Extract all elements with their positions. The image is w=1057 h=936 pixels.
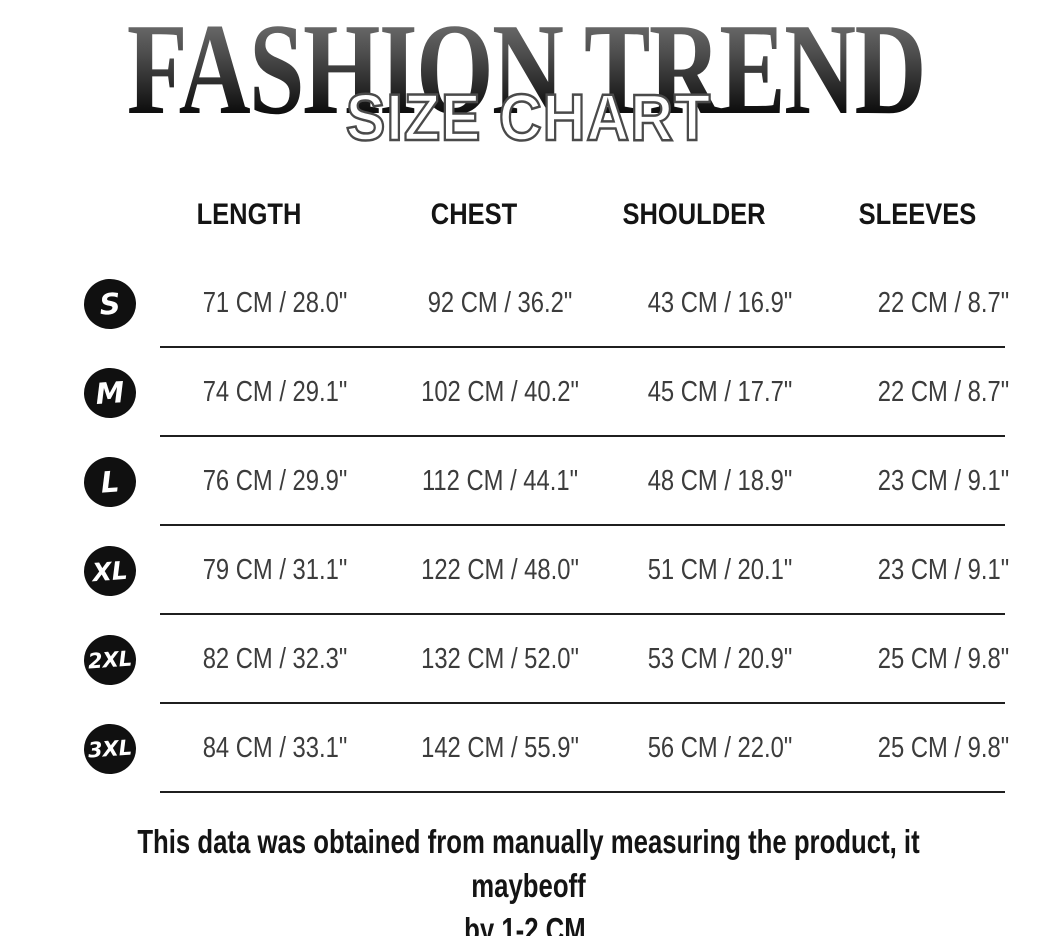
table-row-2xl: 2XL 82 CM / 32.3" 132 CM / 52.0" 53 CM /… — [0, 615, 1057, 704]
chest-value: 102 CM / 40.2" — [421, 376, 579, 408]
column-header-chest: CHEST — [430, 197, 518, 231]
length-value: 82 CM / 32.3" — [202, 643, 348, 675]
shoulder-value: 51 CM / 20.1" — [647, 554, 793, 586]
size-badge: S — [82, 276, 138, 331]
size-chart-subtitle: SIZE CHART — [345, 80, 712, 154]
shoulder-value: 56 CM / 22.0" — [647, 732, 793, 764]
table-row-3xl: 3XL 84 CM / 33.1" 142 CM / 55.9" 56 CM /… — [0, 704, 1057, 793]
sleeves-value: 25 CM / 9.8" — [877, 732, 1010, 764]
size-badge: XL — [82, 543, 138, 598]
column-header-sleeves: SLEEVES — [858, 197, 977, 231]
length-value: 79 CM / 31.1" — [202, 554, 348, 586]
column-header-shoulder: SHOULDER — [622, 197, 766, 231]
table-row-s: S 71 CM / 28.0" 92 CM / 36.2" 43 CM / 16… — [0, 259, 1057, 348]
table-row-xl: XL 79 CM / 31.1" 122 CM / 48.0" 51 CM / … — [0, 526, 1057, 615]
size-badge-cell: S — [0, 276, 160, 331]
size-badge-cell: 3XL — [0, 721, 160, 776]
sleeves-value: 22 CM / 8.7" — [877, 287, 1010, 319]
shoulder-value: 53 CM / 20.9" — [647, 643, 793, 675]
sleeves-value: 25 CM / 9.8" — [877, 643, 1010, 675]
size-badge-cell: XL — [0, 543, 160, 598]
shoulder-value: 45 CM / 17.7" — [647, 376, 793, 408]
chest-value: 142 CM / 55.9" — [421, 732, 579, 764]
size-badge: 3XL — [82, 721, 138, 776]
size-badge-cell: L — [0, 454, 160, 509]
brand-title: FASHION TRENDS — [126, 0, 980, 142]
table-row-m: M 74 CM / 29.1" 102 CM / 40.2" 45 CM / 1… — [0, 348, 1057, 437]
chest-value: 122 CM / 48.0" — [421, 554, 579, 586]
length-value: 76 CM / 29.9" — [202, 465, 348, 497]
sleeves-value: 23 CM / 9.1" — [877, 554, 1010, 586]
shoulder-value: 43 CM / 16.9" — [647, 287, 793, 319]
disclaimer-line-2: by 1-2 CM. — [464, 911, 593, 936]
length-value: 84 CM / 33.1" — [202, 732, 348, 764]
measurement-disclaimer: This data was obtained from manually mea… — [116, 820, 940, 936]
table-row-l: L 76 CM / 29.9" 112 CM / 44.1" 48 CM / 1… — [0, 437, 1057, 526]
size-badge: L — [82, 454, 138, 509]
size-badge: 2XL — [82, 632, 138, 687]
length-value: 71 CM / 28.0" — [202, 287, 348, 319]
column-header-length: LENGTH — [196, 197, 302, 231]
sleeves-value: 22 CM / 8.7" — [877, 376, 1010, 408]
length-value: 74 CM / 29.1" — [202, 376, 348, 408]
disclaimer-line-1: This data was obtained from manually mea… — [137, 823, 920, 904]
chest-value: 132 CM / 52.0" — [421, 643, 579, 675]
chest-value: 92 CM / 36.2" — [427, 287, 573, 319]
shoulder-value: 48 CM / 18.9" — [647, 465, 793, 497]
sleeves-value: 23 CM / 9.1" — [877, 465, 1010, 497]
size-badge: M — [82, 365, 138, 420]
chest-value: 112 CM / 44.1" — [421, 465, 579, 497]
size-badge-cell: 2XL — [0, 632, 160, 687]
size-table: LENGTH CHEST SHOULDER SLEEVES S 71 CM / … — [0, 170, 1057, 793]
table-header-row: LENGTH CHEST SHOULDER SLEEVES — [0, 170, 1057, 259]
size-badge-cell: M — [0, 365, 160, 420]
